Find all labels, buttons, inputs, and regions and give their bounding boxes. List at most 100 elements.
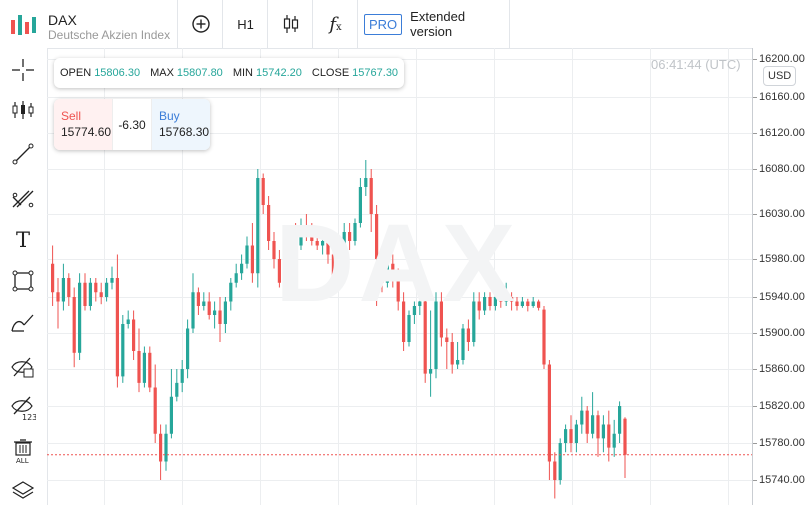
price-tick-label: 16030.00: [759, 208, 805, 220]
trade-panel: Sell 15774.60 -6.30 Buy 15768.30: [54, 99, 210, 150]
brush-tool[interactable]: [8, 308, 38, 338]
crosshair-icon: [12, 59, 34, 81]
sell-price: 15774.60: [61, 125, 112, 139]
open-value: 15806.30: [94, 67, 141, 79]
candle-body: [574, 424, 578, 443]
trend-line-tool[interactable]: [8, 139, 38, 169]
price-tick-label: 15860.00: [759, 363, 805, 375]
price-tick-mark: [753, 406, 757, 407]
timeframe-button[interactable]: H1: [222, 0, 268, 48]
fib-tool[interactable]: [8, 182, 38, 212]
hide-values-tool[interactable]: 123: [8, 393, 38, 423]
buy-button[interactable]: Buy 15768.30: [152, 99, 210, 150]
candle-body: [51, 263, 55, 293]
timeframe-label: H1: [237, 16, 254, 32]
candle-body: [207, 301, 211, 315]
candle-body: [407, 315, 411, 342]
candle-body: [596, 415, 600, 439]
candle-body: [477, 301, 481, 311]
candle-body: [299, 227, 303, 246]
candle-body: [169, 396, 173, 434]
currency-selector[interactable]: USD: [763, 66, 797, 86]
indicators-button[interactable]: fx: [312, 0, 358, 48]
price-axis[interactable]: 16200.00 16160.00 16120.00 16080.00 16030.00…: [752, 48, 810, 505]
candle-body: [148, 352, 152, 388]
brush-icon: [11, 314, 34, 332]
plus-circle-icon: [191, 15, 210, 33]
layers-tool[interactable]: [8, 476, 38, 506]
chart-area[interactable]: [47, 48, 752, 505]
candle-body: [423, 301, 427, 374]
candle-body: [499, 297, 503, 302]
price-tick-label: 15780.00: [759, 437, 805, 449]
candle-body: [353, 223, 357, 241]
text-icon: T: [15, 228, 30, 252]
candle-body: [358, 187, 362, 223]
svg-text:123: 123: [22, 413, 36, 421]
candle-body: [510, 297, 514, 302]
price-tick-label: 16200.00: [759, 53, 805, 65]
candle-body: [186, 328, 190, 369]
candle-body: [369, 178, 373, 214]
close-label: CLOSE: [311, 67, 350, 79]
candle-body: [391, 263, 395, 278]
price-tick-mark: [753, 297, 757, 298]
candle-body: [396, 278, 400, 302]
candle-body: [326, 241, 330, 255]
sell-button[interactable]: Sell 15774.60: [54, 99, 112, 150]
text-tool[interactable]: T: [8, 225, 38, 255]
candle-body: [461, 328, 465, 360]
symbol-info[interactable]: DAX Deutsche Akzien Index: [48, 12, 170, 42]
fib-tool-icon: [12, 190, 34, 208]
function-icon: fx: [329, 13, 342, 35]
candle-body: [364, 178, 368, 187]
candle-body: [429, 369, 433, 374]
price-tick-mark: [753, 169, 757, 170]
chart-type-button[interactable]: [267, 0, 313, 48]
candlestick-chart[interactable]: [47, 48, 752, 505]
candle-body: [337, 254, 341, 278]
candle-body: [569, 429, 573, 443]
symbol-subtitle: Deutsche Akzien Index: [48, 28, 171, 42]
candle-body: [164, 433, 168, 462]
crosshair-tool[interactable]: [8, 55, 38, 85]
layers-icon: [11, 481, 35, 499]
extended-version-button[interactable]: PRO Extended version: [357, 0, 510, 48]
price-tick-mark: [753, 369, 757, 370]
hide-values-icon: 123: [11, 396, 36, 421]
candle-body: [256, 178, 260, 274]
candle-body: [601, 424, 605, 439]
rectangle-tool[interactable]: [8, 266, 38, 296]
trend-line-icon: [12, 143, 34, 165]
pro-badge: PRO: [364, 13, 403, 35]
candle-body: [607, 424, 611, 448]
candle-body: [261, 178, 265, 205]
min-label: MIN: [232, 67, 253, 79]
dax-logo-icon: [11, 15, 36, 35]
candle-body: [288, 236, 292, 255]
delete-all-tool[interactable]: ALL: [8, 436, 38, 466]
candle-body: [618, 406, 622, 434]
candle-body: [375, 214, 379, 259]
candle-body: [99, 292, 103, 297]
candle-body: [180, 369, 184, 383]
candle-body: [218, 310, 222, 324]
hide-drawings-tool[interactable]: [8, 352, 38, 382]
candle-body: [585, 410, 589, 434]
candle-body: [115, 278, 119, 377]
close-value: 15767.30: [352, 67, 399, 79]
candle-body: [612, 433, 616, 448]
sell-label: Sell: [61, 109, 82, 123]
candle-body: [450, 342, 454, 365]
indicators-tool[interactable]: [8, 95, 38, 125]
candle-body: [126, 319, 130, 324]
delete-all-icon: ALL: [14, 439, 32, 464]
candle-body: [520, 301, 524, 306]
candle-body: [385, 263, 389, 283]
candle-body: [234, 273, 238, 283]
candlestick-icon: [283, 15, 298, 33]
candle-body: [564, 429, 568, 443]
add-symbol-button[interactable]: [177, 0, 223, 48]
candle-body: [321, 241, 325, 246]
max-value: 15807.80: [176, 67, 223, 79]
